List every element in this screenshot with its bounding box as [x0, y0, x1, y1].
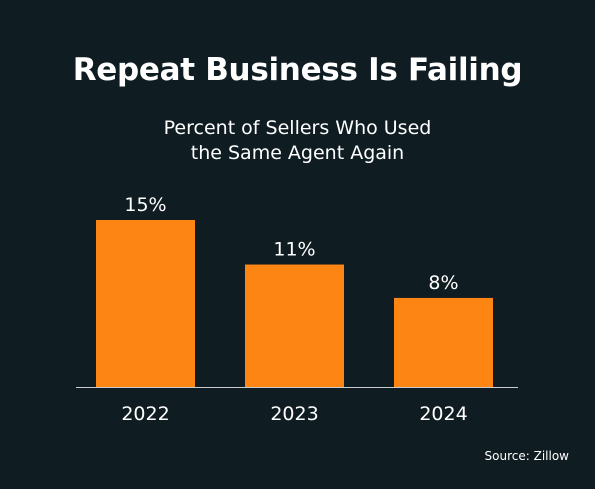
category-label-group: 2022 2023 2024 [121, 403, 467, 425]
source-note: Source: Zillow [484, 449, 569, 463]
chart-subtitle-line-2: the Same Agent Again [190, 142, 405, 164]
chart-subtitle: Percent of Sellers Who Used the Same Age… [0, 116, 595, 166]
bar-2023 [245, 264, 344, 387]
value-label-2022: 15% [124, 194, 166, 216]
bar-2024 [394, 297, 493, 387]
category-label-2022: 2022 [121, 403, 169, 425]
bar-2022 [96, 220, 195, 387]
category-label-2024: 2024 [419, 403, 467, 425]
chart-title: Repeat Business Is Failing [72, 52, 523, 88]
category-label-2023: 2023 [270, 403, 318, 425]
value-label-2024: 8% [428, 272, 458, 294]
bar-group [96, 220, 493, 387]
chart-subtitle-line-1: Percent of Sellers Who Used [163, 117, 432, 139]
value-label-2023: 11% [273, 239, 315, 261]
value-label-group: 15% 11% 8% [124, 194, 458, 294]
